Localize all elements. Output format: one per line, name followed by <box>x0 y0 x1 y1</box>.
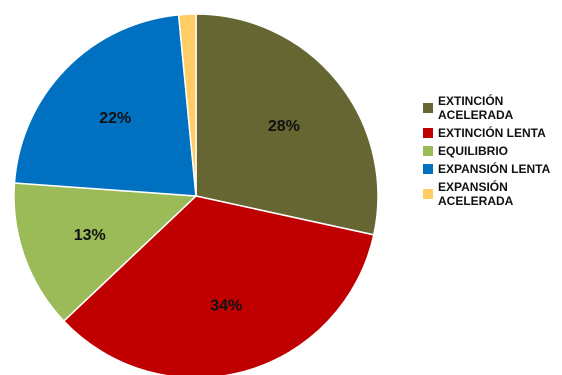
slice-value-label-2: 13% <box>74 227 106 244</box>
legend-swatch-1 <box>423 128 433 138</box>
pie-slice-2 <box>13 182 198 323</box>
legend-label-0: EXTINCIÓN ACELERADA <box>438 94 514 122</box>
legend-item-0: EXTINCIÓN ACELERADA <box>423 94 562 122</box>
legend-item-2: EQUILIBRIO <box>423 144 562 158</box>
slice-value-label-0: 28% <box>268 118 300 135</box>
legend-item-4: EXPANSIÓN ACELERADA <box>423 180 562 208</box>
slice-value-label-1: 34% <box>210 298 242 315</box>
legend-label-4: EXPANSIÓN ACELERADA <box>438 180 514 208</box>
legend: EXTINCIÓN ACELERADA EXTINCIÓN LENTA EQUILI… <box>423 94 562 212</box>
legend-label-3: EXPANSIÓN LENTA <box>438 162 551 176</box>
legend-item-1: EXTINCIÓN LENTA <box>423 126 562 140</box>
slice-value-label-3: 22% <box>99 110 131 127</box>
legend-swatch-4 <box>423 189 433 199</box>
pie-value-labels: 28% 34% 13% 22% <box>74 110 300 315</box>
pie-slice-4 <box>177 13 197 197</box>
legend-swatch-3 <box>423 164 433 174</box>
pie-slices <box>13 13 379 375</box>
legend-label-2: EQUILIBRIO <box>438 144 509 158</box>
legend-swatch-2 <box>423 146 433 156</box>
legend-item-3: EXPANSIÓN LENTA <box>423 162 562 176</box>
pie-slice-1 <box>62 195 375 375</box>
legend-swatch-0 <box>423 103 433 113</box>
pie-slice-3 <box>13 14 197 197</box>
legend-label-1: EXTINCIÓN LENTA <box>438 126 546 140</box>
pie-slice-0 <box>195 13 379 236</box>
